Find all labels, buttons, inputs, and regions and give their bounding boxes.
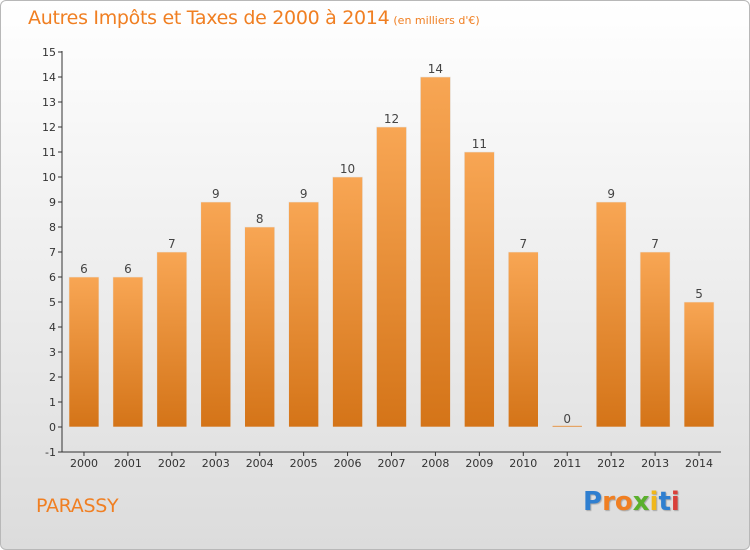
y-tick-label: 6: [49, 271, 56, 284]
x-tick-label: 2005: [290, 457, 318, 470]
logo-letter: r: [602, 487, 615, 517]
commune-name: PARASSY: [36, 495, 119, 517]
data-label: 7: [168, 237, 176, 251]
bar-2013: [639, 251, 671, 428]
y-tick-label: 0: [49, 421, 56, 434]
x-tick-label: 2008: [421, 457, 449, 470]
y-tick-label: -1: [45, 446, 56, 459]
y-tick-label: 8: [49, 221, 56, 234]
bar-2001: [112, 276, 144, 428]
y-tick-label: 4: [49, 321, 56, 334]
y-tick-label: 5: [49, 296, 56, 309]
bar-2010: [507, 251, 539, 428]
y-tick-label: 10: [42, 171, 56, 184]
bar-2000: [68, 276, 100, 428]
data-label: 9: [607, 187, 615, 201]
bar-2009: [464, 151, 495, 428]
data-label: 0: [563, 412, 571, 426]
x-tick-label: 2013: [641, 457, 669, 470]
x-tick-label: 2012: [597, 457, 625, 470]
x-tick-label: 2004: [246, 457, 274, 470]
x-tick-label: 2001: [114, 457, 142, 470]
bar-2005: [288, 201, 319, 428]
logo-letter: i: [649, 487, 659, 517]
bar-2011: [551, 425, 583, 428]
bar-2002: [156, 251, 188, 428]
bar-2014: [683, 301, 715, 428]
data-label: 7: [519, 237, 527, 251]
y-tick-label: 3: [49, 346, 56, 359]
y-tick-label: 11: [42, 146, 56, 159]
logo-letter: P: [583, 487, 603, 517]
bar-2012: [595, 201, 627, 428]
data-label: 7: [651, 237, 659, 251]
data-label: 14: [428, 62, 443, 76]
data-label: 6: [80, 262, 88, 276]
x-tick-label: 2002: [158, 457, 186, 470]
bar-2008: [420, 76, 451, 428]
data-label: 12: [384, 112, 399, 126]
bar-2007: [376, 126, 407, 428]
data-label: 9: [300, 187, 308, 201]
data-label: 9: [212, 187, 220, 201]
y-tick-label: 9: [49, 196, 56, 209]
x-tick-label: 2009: [465, 457, 493, 470]
y-tick-label: 14: [42, 71, 56, 84]
x-tick-label: 2006: [334, 457, 362, 470]
data-label: 6: [124, 262, 132, 276]
x-tick-label: 2010: [509, 457, 537, 470]
x-tick-label: 2011: [553, 457, 581, 470]
y-tick-label: 2: [49, 371, 56, 384]
y-tick-label: 15: [42, 46, 56, 59]
y-tick-label: 1: [49, 396, 56, 409]
y-tick-label: 7: [49, 246, 56, 259]
y-tick-label: 13: [42, 96, 56, 109]
logo-letter: t: [658, 487, 671, 517]
y-tick-label: 12: [42, 121, 56, 134]
data-label: 8: [256, 212, 264, 226]
data-label: 11: [472, 137, 487, 151]
chart-title-block: Autres Impôts et Taxes de 2000 à 2014 (en…: [28, 7, 480, 29]
logo-letter: i: [670, 487, 680, 517]
proxiti-logo[interactable]: Proxiti: [583, 487, 680, 517]
chart-unit: (en milliers d'€): [393, 14, 480, 27]
x-tick-label: 2000: [70, 457, 98, 470]
bar-2006: [332, 176, 363, 428]
logo-letter: o: [614, 487, 633, 517]
data-label: 10: [340, 162, 355, 176]
x-tick-label: 2014: [685, 457, 713, 470]
x-tick-label: 2007: [378, 457, 406, 470]
data-label: 5: [695, 287, 703, 301]
logo-letter: x: [632, 487, 650, 517]
bar-2003: [200, 201, 232, 428]
chart-title: Autres Impôts et Taxes de 2000 à 2014: [28, 7, 390, 29]
bar-2004: [244, 226, 275, 428]
x-tick-label: 2003: [202, 457, 230, 470]
